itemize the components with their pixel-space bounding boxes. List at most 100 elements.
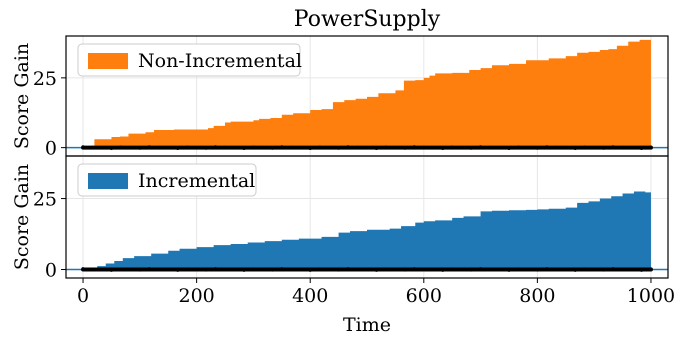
baseline-point [327,267,331,272]
x-tick-label: 1000 [627,285,675,307]
baseline-point [109,146,114,150]
baseline-point [450,145,454,149]
baseline-point [280,145,284,149]
y-tick-label: 25 [33,68,57,90]
baseline-point [213,145,218,149]
baseline-point [478,145,483,149]
x-tick-label: 400 [292,285,328,307]
baseline-point [535,146,539,150]
baseline-point [460,267,464,272]
baseline-point [516,267,521,271]
baseline-point [639,268,644,272]
baseline-point [176,268,180,272]
legend-label: Non-Incremental [138,50,302,72]
baseline-point [223,145,227,149]
baseline-point [431,146,435,150]
baseline-point [422,267,426,271]
baseline-point [620,267,625,271]
x-tick-label: 600 [406,285,442,307]
baseline-point [412,145,416,149]
baseline-point [620,145,625,149]
baseline-point [261,267,265,272]
axes-frame [65,155,669,279]
baseline-point [497,268,502,272]
baseline-point [592,146,596,150]
baseline-point [611,267,615,271]
baseline-point [232,268,237,272]
plot-area [66,39,668,150]
y-axis-label: Score Gain [11,164,33,270]
baseline-point [507,268,511,272]
baseline-point [157,267,161,271]
baseline-point [308,146,312,150]
baseline-point [100,146,104,150]
baseline-point [90,145,95,149]
baseline-point [545,267,549,271]
baseline-point [138,146,142,150]
baseline-point [564,146,568,150]
baseline-point [393,146,397,150]
baseline-point [147,267,151,271]
baseline-point [564,268,568,272]
baseline-point [545,145,549,149]
baseline-point [81,267,85,271]
baseline-point [138,268,142,272]
baseline-point [374,268,379,272]
baseline-point [195,267,199,272]
x-axis-label: Time [343,314,391,336]
y-tick-label: 25 [33,189,57,211]
baseline-point [204,146,208,150]
baseline-point [337,146,341,150]
baseline-point [374,146,379,150]
baseline-point [195,146,199,150]
baseline-point [166,146,170,150]
baseline-point [365,146,369,150]
baseline-point [630,268,634,272]
baseline-point [497,146,502,150]
baseline-point [365,268,369,272]
baseline-point [573,268,577,272]
baseline-point [460,146,464,150]
baseline-point [261,146,265,150]
baseline-point [128,146,132,150]
baseline-point [573,146,577,150]
baseline-point [355,145,360,149]
y-tick-label: 0 [45,259,57,281]
baseline-point [185,145,189,149]
baseline-point [583,145,587,149]
baseline-point [583,267,587,271]
baseline-point [119,267,123,271]
baseline-point [119,145,123,149]
baseline-point [639,146,644,150]
baseline-point [318,145,322,149]
baseline-point [308,268,312,272]
baseline-point [185,267,189,271]
x-tick-label: 0 [77,285,89,307]
series-area-incremental [83,191,651,270]
baseline-point [251,267,256,271]
baseline-point [611,145,615,149]
baseline-point [535,268,539,272]
baseline-point [403,268,407,272]
baseline-point [422,145,426,149]
baseline-point [299,146,303,150]
baseline-point [554,145,558,149]
baseline-point [204,268,208,272]
baseline-point [355,267,360,271]
baseline-point [213,267,218,271]
legend-label: Incremental [138,170,255,192]
legend-box [77,43,301,77]
baseline-point [327,146,331,150]
plot-area [66,191,668,272]
baseline-point [649,145,653,149]
baseline-point [128,267,132,272]
baseline-point [147,145,151,149]
baseline-point [270,146,274,150]
baseline-point [242,146,246,150]
baseline-point [488,145,492,149]
baseline-point [412,267,416,271]
baseline-point [526,146,530,150]
